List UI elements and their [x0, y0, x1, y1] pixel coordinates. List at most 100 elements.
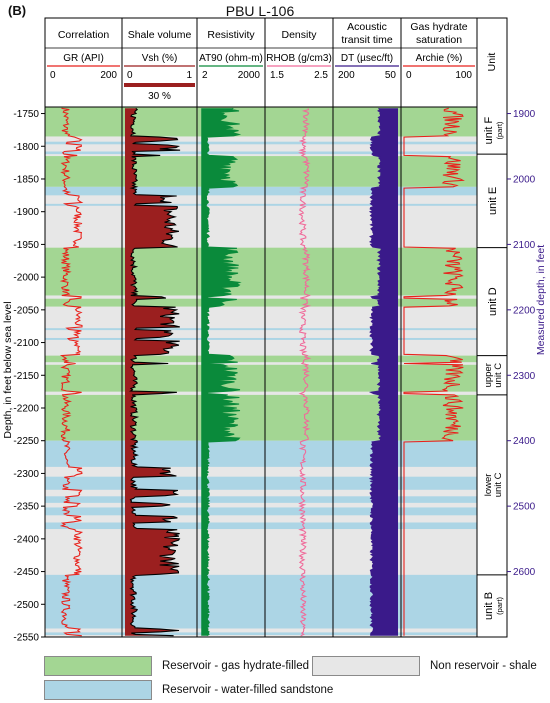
- unit-label-text-1: upper: [483, 363, 494, 387]
- zone-water-18: [45, 574, 477, 629]
- scale-min-rhob: 1.5: [270, 70, 284, 81]
- depth-tick-label-14: -2450: [13, 567, 39, 578]
- legend-swatch-gas: [44, 656, 152, 676]
- depth-tick-label-8: -2150: [13, 371, 39, 382]
- unit-label-3: upper unit C: [483, 363, 504, 388]
- depth-tick-label-16: -2550: [13, 633, 39, 644]
- md-tick-label-7: 2600: [513, 567, 536, 578]
- unit-label-text-2: unit C: [493, 472, 504, 497]
- depth-tick-label-15: -2500: [13, 600, 39, 611]
- scale-min-sgh: 0: [406, 70, 412, 81]
- curve-name-gr: GR (API): [63, 53, 104, 64]
- scale-min-vsh: 0: [127, 70, 133, 81]
- zone-gas-3: [45, 156, 477, 187]
- res-curve-fill: [201, 108, 240, 636]
- rhob-curve: [298, 108, 312, 637]
- depth-tick-label-3: -1900: [13, 207, 39, 218]
- track-title-res: Resistivity: [207, 29, 255, 41]
- legend-label-water: Reservoir - water-filled sandstone: [162, 684, 334, 696]
- zone-gas-6: [45, 247, 477, 296]
- scale-max-vsh: 1: [186, 70, 192, 81]
- zone-water-9: [45, 337, 477, 340]
- depth-tick-label-7: -2100: [13, 338, 39, 349]
- zone-gas-11: [45, 364, 477, 392]
- depth-tick-label-2: -1850: [13, 174, 39, 185]
- md-tick-label-0: 1900: [513, 109, 536, 120]
- track-title-rhob: Density: [281, 29, 317, 41]
- depth-tick-label-4: -1950: [13, 240, 39, 251]
- track-title-dt-2: transit time: [341, 34, 393, 46]
- depth-tick-label-13: -2400: [13, 534, 39, 545]
- vsh-cutoff-bar: [124, 83, 195, 87]
- legend-label-shale: Non reservoir - shale: [430, 660, 537, 672]
- scale-min-res: 2: [202, 70, 208, 81]
- well-title: PBU L-106: [225, 3, 295, 19]
- curve-name-dt: DT (µsec/ft): [341, 53, 393, 64]
- md-tick-label-6: 2500: [513, 502, 536, 513]
- zone-water-16: [45, 507, 477, 516]
- curve-name-res: AT90 (ohm-m): [199, 53, 263, 64]
- track-title-gr: Correlation: [58, 29, 110, 41]
- legend: Reservoir - gas hydrate-filled sandstone…: [0, 650, 550, 703]
- unit-header: Unit: [486, 53, 498, 72]
- depth-tick-label-11: -2300: [13, 469, 39, 480]
- unit-label-sub: (part): [495, 121, 504, 139]
- zone-water-13: [45, 440, 477, 467]
- zone-gas-0: [45, 107, 477, 137]
- md-tick-label-1: 2000: [513, 174, 536, 185]
- depth-axis-label: Depth, in feet below sea level: [2, 301, 14, 438]
- curve-name-rhob: RHOB (g/cm3): [266, 53, 332, 64]
- legend-item-water: Reservoir - water-filled sandstone: [44, 680, 333, 700]
- scale-max-dt: 50: [385, 70, 397, 81]
- track-title-sgh-2: saturation: [416, 34, 462, 46]
- depth-tick-label-9: -2200: [13, 403, 39, 414]
- legend-swatch-shale: [312, 656, 420, 676]
- zone-water-5: [45, 203, 477, 206]
- zone-water-2: [45, 151, 477, 155]
- zone-water-1: [45, 141, 477, 145]
- scale-max-gr: 200: [100, 70, 117, 81]
- unit-label-4: lower unit C: [483, 472, 504, 497]
- sgh-curve: [403, 107, 465, 636]
- md-tick-label-4: 2300: [513, 371, 536, 382]
- track-frames: [44, 17, 508, 638]
- vsh-curve-fill: [125, 108, 181, 636]
- unit-label-text-2: unit C: [493, 363, 504, 388]
- unit-label-5: unit B (part): [483, 592, 504, 620]
- unit-label-text-1: lower: [483, 474, 494, 497]
- unit-label-0: unit F (part): [483, 117, 504, 145]
- depth-axes: -1750 -1800 -1850 -1900 -1950 -2000 -2050 -2100…: [2, 109, 547, 643]
- gr-curve: [59, 107, 84, 637]
- legend-item-shale: Non reservoir - shale: [312, 656, 537, 676]
- unit-label-2: unit D: [487, 287, 499, 316]
- depth-tick-label-10: -2250: [13, 436, 39, 447]
- unit-label-sub: (part): [495, 596, 504, 614]
- depth-tick-label-5: -2000: [13, 273, 39, 284]
- vsh-cutoff-label: 30 %: [148, 91, 171, 102]
- res-curve: [204, 107, 242, 637]
- vsh-curve: [129, 107, 181, 637]
- scale-min-gr: 0: [50, 70, 56, 81]
- log-curves: [59, 107, 465, 637]
- zone-water-19: [45, 632, 477, 636]
- zone-water-17: [45, 522, 477, 530]
- md-tick-label-5: 2400: [513, 436, 536, 447]
- md-tick-label-3: 2200: [513, 305, 536, 316]
- unit-label-text: unit F: [483, 117, 495, 145]
- zone-water-14: [45, 476, 477, 490]
- track-title-vsh: Shale volume: [128, 29, 192, 41]
- dt-curve: [368, 107, 383, 636]
- lithology-zones: [45, 107, 477, 637]
- scale-max-res: 2000: [238, 70, 261, 81]
- track-title-sgh-1: Gas hydrate: [410, 21, 467, 33]
- zone-gas-7: [45, 298, 477, 307]
- curve-name-sgh: Archie (%): [416, 53, 463, 64]
- zone-water-4: [45, 186, 477, 196]
- zone-water-15: [45, 496, 477, 503]
- scale-max-rhob: 2.5: [314, 70, 328, 81]
- depth-tick-label-6: -2050: [13, 305, 39, 316]
- unit-label-1: unit E: [487, 187, 499, 215]
